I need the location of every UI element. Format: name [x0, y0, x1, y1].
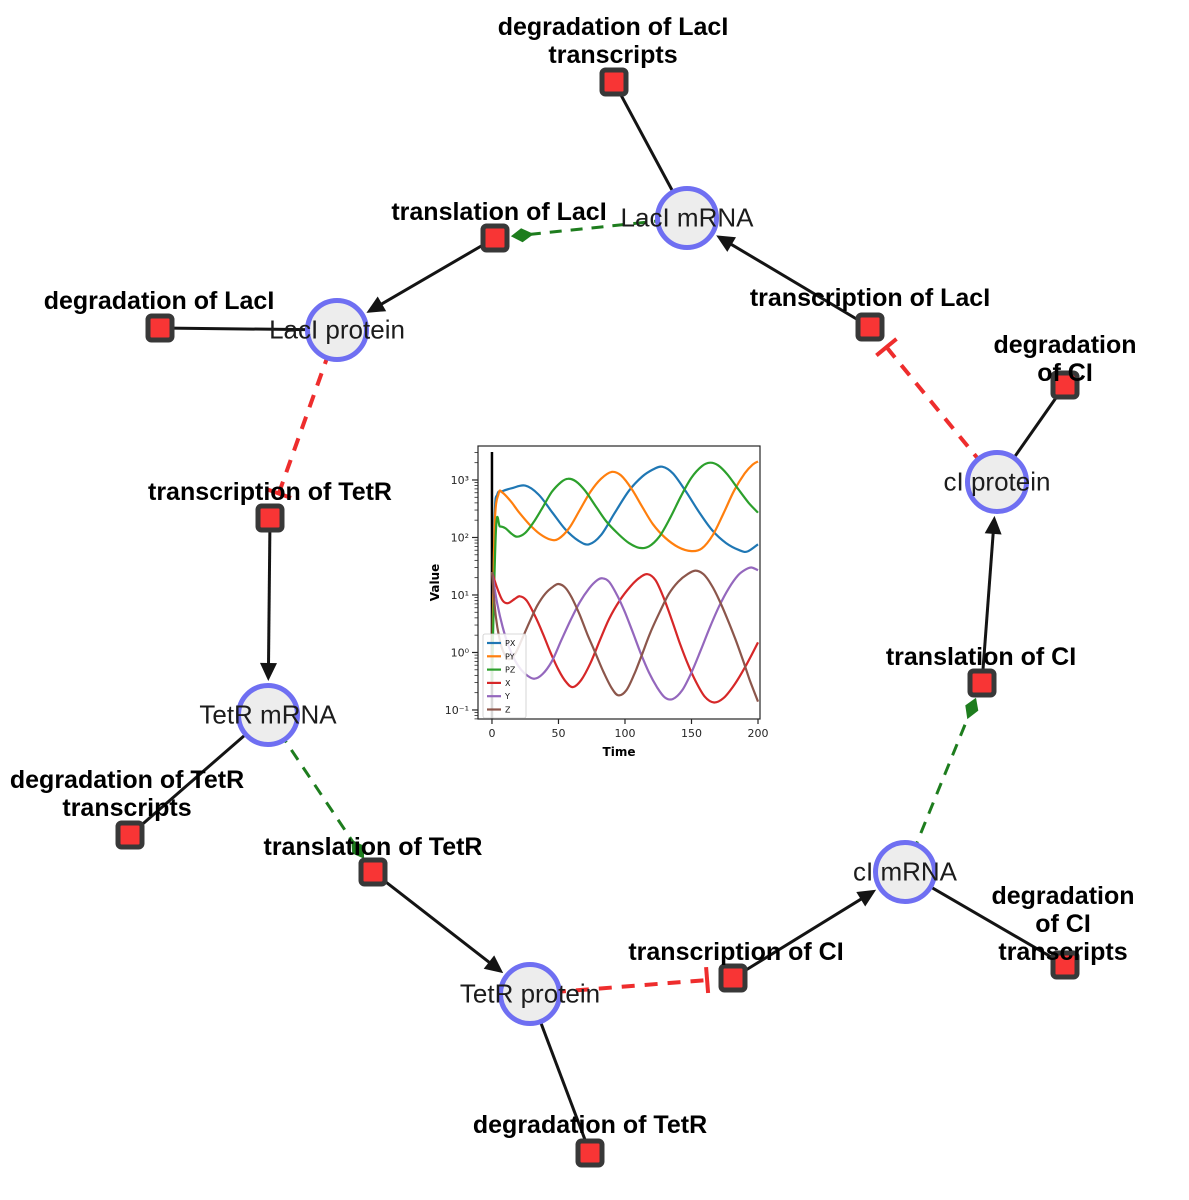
legend-label-PX: PX: [505, 639, 516, 648]
curve-PZ: [490, 461, 759, 683]
x-tick-label: 0: [488, 727, 495, 740]
curve-X: [490, 571, 759, 704]
species-node-ci_mrna[interactable]: [873, 840, 937, 904]
y-tick-label: 10¹: [451, 589, 469, 602]
reaction-label-deg_ci: degradation of CI: [993, 331, 1137, 387]
reaction-label-tx_tetr: transcription of TetR: [148, 478, 392, 506]
reaction-node-deg_tetr_tx[interactable]: [115, 820, 145, 850]
edge-production-transl_tetr-tetr_protein-arrowhead: [483, 955, 504, 974]
y-tick-label: 10⁻¹: [445, 704, 469, 717]
edge-production-transl_ci-ci_protein-arrowhead: [984, 515, 1002, 535]
reaction-node-deg_ci[interactable]: [1050, 370, 1080, 400]
y-axis-label: Value: [428, 564, 442, 602]
edge-production-tx_laci-laci_mrna-arrowhead: [716, 235, 736, 252]
reaction-node-tx_tetr[interactable]: [255, 503, 285, 533]
legend-label-Z: Z: [505, 706, 511, 715]
edge-production-transl_tetr-tetr_protein: [372, 870, 494, 966]
edge-production-transl_ci-ci_protein: [980, 529, 995, 684]
reaction-node-deg_ci_tx[interactable]: [1050, 950, 1080, 980]
species-node-laci_protein[interactable]: [305, 298, 369, 362]
reaction-label-deg_laci_tx: degradation of LacI transcripts: [497, 13, 729, 69]
reaction-label-transl_ci: translation of CI: [885, 643, 1077, 671]
y-tick-label: 10⁰: [451, 646, 470, 659]
reaction-node-transl_laci[interactable]: [480, 223, 510, 253]
curve-PX: [490, 465, 759, 683]
reaction-node-tx_ci[interactable]: [718, 963, 748, 993]
edge-production-transl_laci-laci_protein-arrowhead: [366, 296, 387, 313]
reaction-node-deg_laci[interactable]: [145, 313, 175, 343]
reaction-node-transl_ci[interactable]: [967, 668, 997, 698]
legend-label-X: X: [505, 679, 511, 688]
reaction-node-tx_laci[interactable]: [855, 312, 885, 342]
species-label-ci_protein: cI protein: [943, 466, 1051, 497]
edge-inhibition-laci_protein-tx_tetr-tbar: [265, 487, 292, 500]
legend-label-PY: PY: [505, 652, 515, 661]
species-node-ci_protein[interactable]: [965, 450, 1029, 514]
plot-axes-box: [477, 445, 761, 720]
reaction-label-deg_ci_tx: degradation of CI transcripts: [991, 882, 1135, 966]
edge-production-tx_tetr-tetr_mrna-arrowhead: [260, 662, 277, 681]
legend-label-Y: Y: [504, 692, 510, 701]
species-label-tetr_protein: TetR protein: [459, 978, 601, 1009]
x-tick-label: 200: [748, 727, 769, 740]
reaction-label-tx_ci: transcription of CI: [628, 938, 844, 966]
reaction-label-transl_laci: translation of LacI: [391, 198, 607, 226]
edge-production-tx_ci-ci_mrna-arrowhead: [856, 889, 877, 907]
reaction-label-tx_laci: transcription of LacI: [749, 284, 991, 312]
edge-production-tx_tetr-tetr_mrna: [266, 517, 272, 668]
edge-modifier-ci_mrna-transl_ci-arrowhead: [965, 697, 979, 720]
edge-production-tx_laci-laci_mrna: [727, 241, 871, 329]
species-label-tetr_mrna: TetR mRNA: [199, 699, 337, 730]
species-node-laci_mrna[interactable]: [655, 186, 719, 250]
edge-inhibition-ci_protein-tx_laci-tbar: [875, 337, 898, 357]
x-tick-label: 150: [681, 727, 702, 740]
edge-inhibition-tetr_protein-tx_ci-tbar: [704, 966, 711, 994]
reaction-node-deg_tetr[interactable]: [575, 1138, 605, 1168]
inset-plot: 0 50 100 150 200 10³ 10² 10¹ 10⁰ 10⁻¹ Time Value PX P…: [425, 440, 770, 770]
x-axis-label: Time: [603, 745, 636, 759]
edge-production-transl_laci-laci_protein: [377, 236, 496, 308]
species-label-ci_mrna: cI mRNA: [853, 856, 957, 887]
curve-PY: [490, 460, 759, 683]
reaction-label-deg_tetr: degradation of TetR: [472, 1111, 708, 1139]
x-tick-label: 100: [614, 727, 635, 740]
species-label-laci_protein: LacI protein: [269, 314, 405, 345]
inset-plot-svg: 0 50 100 150 200 10³ 10² 10¹ 10⁰ 10⁻¹ Time Value PX P…: [425, 440, 770, 770]
reaction-label-deg_laci: degradation of LacI: [43, 287, 275, 315]
x-tick-label: 50: [551, 727, 565, 740]
reaction-label-deg_tetr_tx: degradation of TetR transcripts: [9, 766, 245, 822]
edge-modifier-laci_mrna-transl_laci-arrowhead: [510, 228, 534, 243]
species-node-tetr_mrna[interactable]: [236, 683, 300, 747]
reaction-node-deg_laci_tx[interactable]: [599, 67, 629, 97]
edge-modifier-tetr_mrna-transl_tetr-arrowhead: [351, 839, 365, 859]
species-label-laci_mrna: LacI mRNA: [620, 202, 754, 233]
reaction-label-transl_tetr: translation of TetR: [263, 833, 483, 861]
reaction-node-transl_tetr[interactable]: [358, 857, 388, 887]
edge-production-tx_ci-ci_mrna: [732, 895, 865, 980]
species-node-tetr_protein[interactable]: [498, 962, 562, 1026]
plot-background: [425, 440, 770, 770]
y-tick-label: 10²: [451, 531, 469, 544]
legend-label-PZ: PZ: [505, 666, 516, 675]
y-tick-label: 10³: [451, 474, 469, 487]
